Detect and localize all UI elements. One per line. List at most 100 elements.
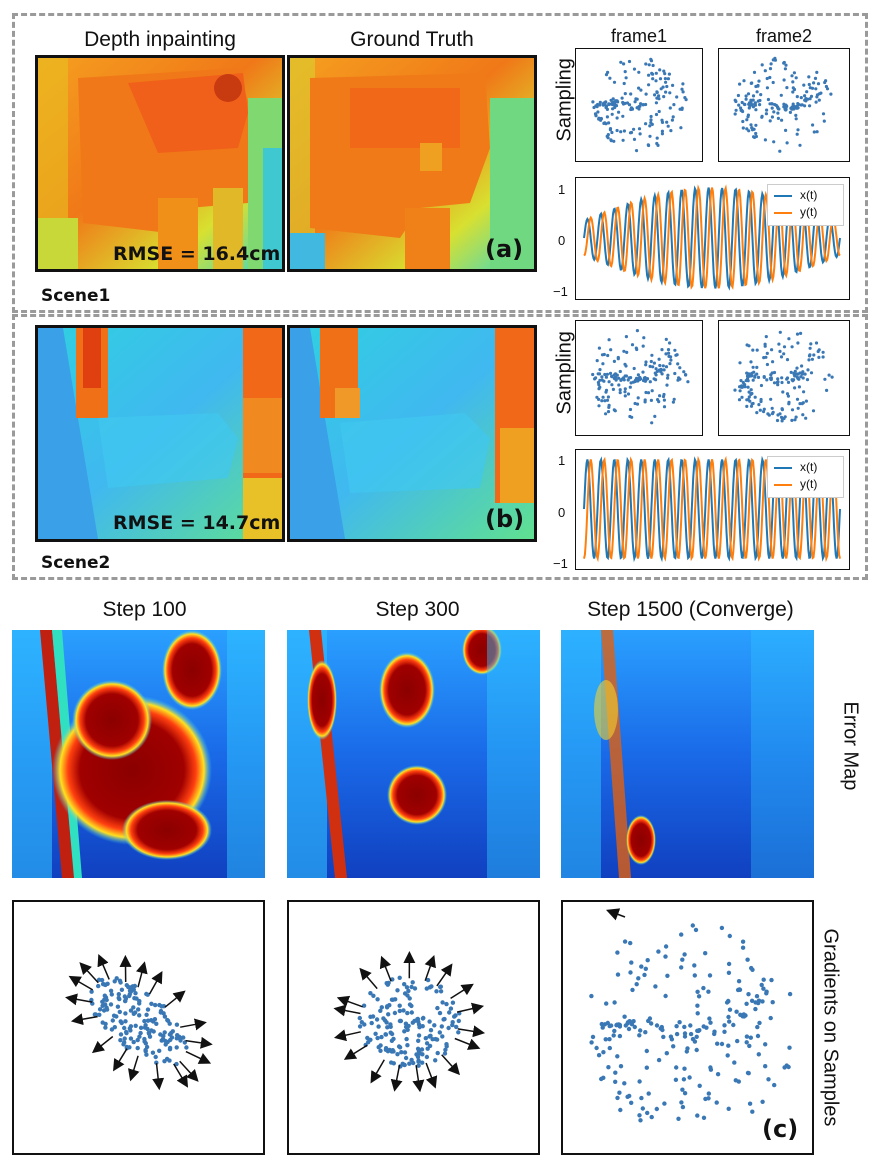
sample-point <box>771 410 775 414</box>
sample-point <box>89 989 94 994</box>
sample-point <box>122 1040 127 1045</box>
sample-point <box>383 1046 389 1051</box>
sample-point <box>622 62 626 66</box>
sample-point <box>375 1035 380 1041</box>
sample-point <box>688 1023 693 1028</box>
sample-point <box>768 75 772 80</box>
sample-point <box>174 1022 180 1027</box>
sample-point <box>110 1018 116 1023</box>
sample-point <box>638 132 642 136</box>
scene1-osc-ytick-0: 0 <box>558 233 566 248</box>
sample-point <box>669 1037 675 1042</box>
gradient-arrow <box>359 967 378 990</box>
sample-point <box>747 1043 752 1049</box>
sample-point <box>609 348 613 352</box>
sample-point <box>744 97 748 101</box>
sample-point <box>607 338 611 342</box>
sample-point <box>746 375 750 379</box>
sample-point <box>735 1038 740 1044</box>
sample-point <box>647 1016 653 1021</box>
sample-point <box>167 1032 173 1037</box>
sample-point <box>798 143 802 147</box>
sample-point <box>801 370 805 374</box>
sample-point <box>427 1043 433 1049</box>
sample-point <box>607 102 611 106</box>
sample-point <box>682 952 687 957</box>
sample-point <box>642 336 646 340</box>
sample-point <box>663 954 668 959</box>
sample-point <box>403 1055 409 1061</box>
sample-point <box>405 1010 410 1016</box>
sample-point <box>625 101 630 105</box>
sample-point <box>759 383 764 388</box>
sample-point <box>428 1028 434 1033</box>
sample-point <box>804 416 808 420</box>
sample-point <box>745 404 749 408</box>
sample-point <box>162 1014 168 1019</box>
sample-point <box>621 138 625 142</box>
sample-point <box>773 56 777 60</box>
sample-point <box>740 939 746 944</box>
sample-point <box>805 90 809 94</box>
sample-point <box>746 113 750 117</box>
sample-point <box>678 366 682 370</box>
sample-point <box>647 83 651 87</box>
sample-point <box>614 99 618 103</box>
sample-point <box>626 1026 632 1032</box>
sample-point <box>629 1022 635 1027</box>
sample-point <box>755 1024 760 1030</box>
sample-point <box>392 1010 398 1016</box>
sample-point <box>600 399 604 403</box>
sample-point <box>670 118 674 122</box>
sample-point <box>145 1007 151 1012</box>
sample-point <box>744 94 748 98</box>
sample-point <box>600 1025 605 1030</box>
sample-point <box>749 360 753 364</box>
sample-point <box>397 1008 402 1014</box>
sample-point <box>603 372 607 377</box>
sample-point <box>778 330 782 334</box>
sample-point <box>734 99 738 104</box>
sample-point <box>815 70 819 74</box>
sample-point <box>385 1025 390 1030</box>
sample-point <box>655 141 659 146</box>
sample-point <box>602 121 606 125</box>
sample-point <box>789 370 793 374</box>
sample-point <box>379 1034 384 1040</box>
sample-point <box>679 965 684 970</box>
gradients-step-1500-plot <box>561 900 814 1155</box>
sample-point <box>604 412 608 416</box>
sample-point <box>393 997 398 1002</box>
sample-point <box>601 395 605 399</box>
sample-point <box>671 115 675 119</box>
sample-point <box>105 981 110 986</box>
sample-point <box>637 107 641 111</box>
sample-point <box>608 76 612 80</box>
sample-point <box>708 1067 714 1072</box>
sample-point <box>442 1016 447 1022</box>
gradient-arrow <box>180 1018 207 1031</box>
sample-point <box>663 72 667 76</box>
sample-point <box>641 344 645 348</box>
step-1500-title: Step 1500 (Converge) <box>587 598 794 621</box>
sample-point <box>756 84 760 88</box>
sample-point <box>97 1007 103 1012</box>
sample-point <box>800 103 804 107</box>
sample-point <box>616 357 620 361</box>
sample-point <box>108 1002 114 1007</box>
sample-point <box>784 128 788 132</box>
series-x-line <box>583 185 841 291</box>
sample-point <box>763 1064 768 1069</box>
sample-point <box>794 415 798 419</box>
sample-point <box>606 395 610 399</box>
sample-point <box>128 1008 134 1013</box>
sample-point <box>790 418 794 422</box>
sample-point <box>642 376 646 380</box>
sample-point <box>653 93 657 97</box>
sample-point <box>754 108 758 112</box>
sample-point <box>785 376 790 380</box>
sample-point <box>634 149 639 153</box>
sample-point <box>416 1033 422 1038</box>
sample-point <box>821 112 826 116</box>
sample-point <box>733 112 737 116</box>
